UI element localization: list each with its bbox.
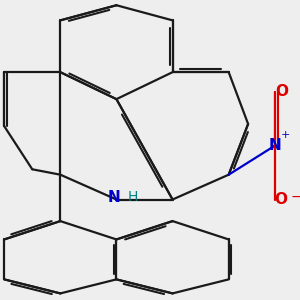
- Text: +: +: [281, 130, 290, 140]
- Text: O: O: [276, 84, 289, 99]
- Text: N: N: [269, 138, 281, 153]
- Text: O: O: [274, 192, 287, 207]
- Text: N: N: [108, 190, 120, 205]
- Text: H: H: [128, 190, 138, 204]
- Text: −: −: [291, 190, 300, 204]
